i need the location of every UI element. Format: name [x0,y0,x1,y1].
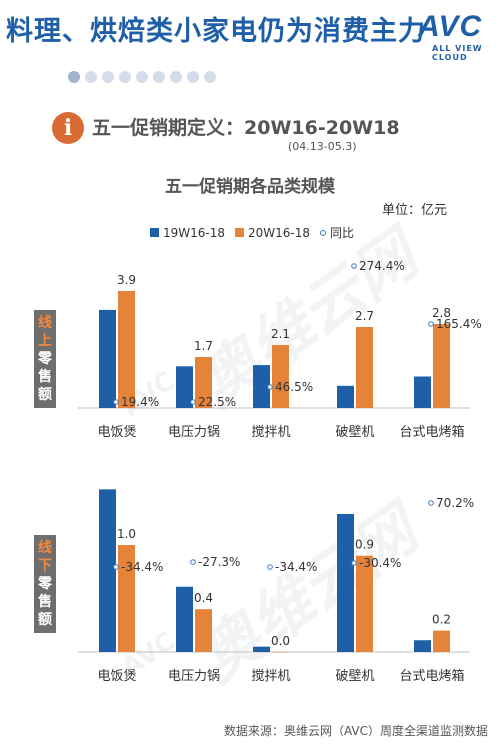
yoy-marker [113,564,119,570]
yoy-marker [190,559,196,565]
bar-19w [337,513,354,652]
bar-20w-value-label: 3.9 [117,273,136,287]
side-label-online: 线 上 零 售 额 [34,310,56,408]
bar-19w [253,365,270,408]
yoy-marker [113,399,119,405]
unit-label: 单位：亿元 [382,203,448,218]
side-label-offline-char: 下 [38,558,52,574]
category-label: 台式电烤箱 [399,424,464,440]
yoy-value-label: 22.5% [198,395,236,409]
yoy-marker [351,560,357,566]
headline: 料理、烘焙类小家电仍为消费主力 [6,16,426,47]
bar-19w [176,586,193,652]
legend: 19W16-18 20W16-18 同比 [150,224,364,241]
side-label-online-char: 额 [38,387,52,403]
legend-swatch-20w [235,228,245,237]
yoy-value-label: -34.4% [275,560,317,574]
category-label: 破壁机 [335,669,374,684]
bar-19w [253,646,270,652]
bar-20w [433,630,450,652]
yoy-value-label: 274.4% [359,259,405,273]
category-label: 搅拌机 [251,668,290,684]
bar-20w-value-label: 1.0 [117,527,136,541]
bar-20w-value-label: 1.7 [194,339,213,353]
period-dates: (04.13-05.3) [288,140,357,153]
yoy-marker [428,321,434,327]
category-label: 搅拌机 [251,424,290,440]
info-icon: i [52,112,84,144]
yoy-marker [190,399,196,405]
bar-20w [356,555,373,652]
logo-text: AVC [418,10,483,43]
bar-19w [414,640,431,652]
legend-item-19w: 19W16-18 [150,226,225,240]
category-label: 电压力锅 [168,424,220,440]
yoy-value-label: -30.4% [359,556,401,570]
period-definition: 五一促销期定义：20W16-20W18 [92,117,400,139]
bar-20w [272,345,289,408]
side-label-offline: 线 下 零 售 额 [34,535,56,633]
side-label-offline-char: 售 [38,594,52,610]
yoy-marker [351,263,357,269]
offline-bar-chart: 1.0 -34.4% 电饭煲 0.4 -27.3% 电压力锅 0.0 -34.4% 搅拌机 0.9… [78,489,474,684]
side-label-online-char: 线 [38,315,52,331]
bar-20w-value-label: 2.7 [355,309,374,323]
category-label: 电压力锅 [168,668,220,684]
side-label-offline-char: 线 [38,540,52,556]
bar-19w [414,376,431,408]
bar-20w [272,652,289,653]
bar-20w [195,357,212,408]
decorative-dots [68,71,216,83]
side-label-online-char: 售 [38,369,52,385]
online-bar-chart: 3.9 19.4% 电饭煲 1.7 22.5% 电压力锅 2.1 46.5% 搅拌机 2.7 274… [78,259,482,440]
side-label-online-char: 上 [38,333,52,349]
logo-subtext: ALL VIEW CLOUD [432,44,483,62]
yoy-value-label: -27.3% [198,555,240,569]
avc-logo: AVC ALL VIEW CLOUD [410,10,496,62]
legend-swatch-19w [150,228,159,237]
bar-20w [118,291,135,408]
side-label-online-char: 零 [38,351,52,367]
bar-20w-value-label: 2.1 [271,327,290,341]
bar-20w-value-label: 0.4 [194,591,213,605]
legend-label-yoy: 同比 [330,226,355,240]
chart-title: 五一促销期各品类规模 [165,177,335,197]
bar-20w [195,609,212,652]
yoy-value-label: 165.4% [436,317,482,331]
legend-label-20w: 20W16-18 [248,225,311,240]
bar-20w-value-label: 0.9 [355,538,374,552]
side-label-offline-char: 零 [38,576,52,592]
bar-20w [433,324,450,408]
bar-20w-value-label: 2.8 [432,306,451,320]
bar-20w [356,327,373,408]
yoy-value-label: 19.4% [121,395,159,409]
yoy-value-label: -34.4% [121,560,163,574]
bar-20w-value-label: 0.2 [432,613,451,627]
bar-20w-value-label: 0.0 [271,634,290,648]
yoy-marker [428,500,434,506]
side-label-offline-char: 额 [38,612,52,628]
bar-20w [118,545,135,652]
yoy-value-label: 70.2% [436,496,474,510]
yoy-marker [267,564,273,570]
legend-marker-yoy [320,229,327,236]
yoy-value-label: 46.5% [275,380,313,394]
bar-19w [99,309,116,408]
bar-19w [337,385,354,408]
data-source: 数据来源：奥维云网（AVC）周度全渠道监测数据 [223,724,488,738]
category-label: 电饭煲 [97,668,136,684]
legend-item-yoy: 同比 [320,224,354,241]
legend-item-20w: 20W16-18 [235,226,310,240]
category-label: 台式电烤箱 [399,668,464,684]
category-label: 电饭煲 [97,424,136,440]
bar-19w [99,489,116,652]
bar-19w [176,366,193,408]
legend-label-19w: 19W16-18 [163,225,226,240]
category-label: 破壁机 [335,425,374,440]
yoy-marker [267,384,273,390]
